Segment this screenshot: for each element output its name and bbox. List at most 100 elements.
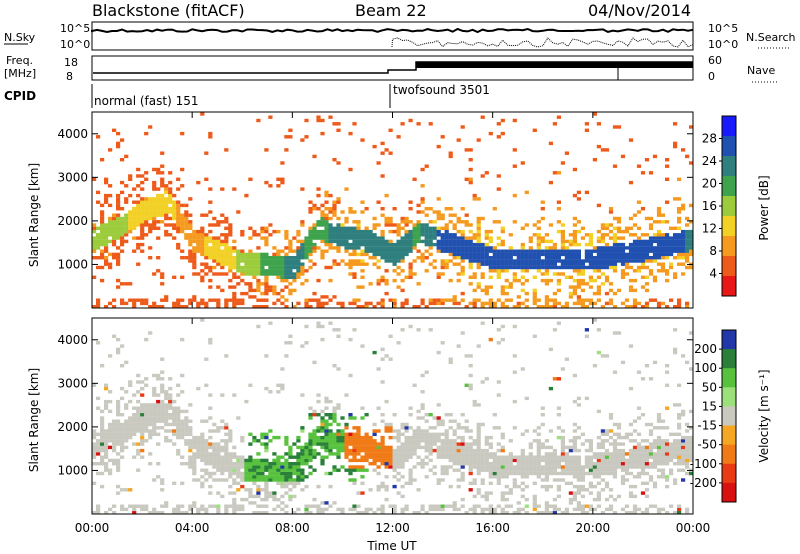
power-cell bbox=[376, 282, 381, 286]
velocity-cell bbox=[396, 341, 401, 345]
colorbar-tick-label: 15 bbox=[702, 399, 717, 413]
velocity-cell bbox=[196, 455, 201, 459]
velocity-cell bbox=[448, 452, 453, 456]
velocity-cell bbox=[380, 462, 385, 466]
power-cell bbox=[348, 229, 353, 234]
power-cell bbox=[380, 252, 385, 257]
power-cell bbox=[240, 301, 245, 306]
power-cell bbox=[116, 223, 121, 227]
power-cell bbox=[352, 252, 357, 257]
power-cell bbox=[440, 246, 445, 250]
velocity-cell bbox=[640, 439, 646, 443]
power-cell bbox=[208, 239, 213, 244]
velocity-cell bbox=[484, 448, 489, 453]
velocity-cell bbox=[420, 435, 425, 440]
velocity-cell bbox=[436, 455, 441, 459]
power-cell bbox=[180, 229, 185, 234]
velocity-cell bbox=[248, 475, 253, 479]
velocity-cell bbox=[260, 511, 265, 515]
velocity-cell bbox=[616, 422, 622, 427]
velocity-cell bbox=[320, 409, 325, 414]
colorbar-tick-label: 8 bbox=[709, 244, 717, 258]
power-cell bbox=[196, 242, 201, 247]
power-cell bbox=[404, 298, 409, 302]
power-cell bbox=[468, 246, 473, 250]
velocity-cell bbox=[532, 439, 537, 443]
velocity-cell bbox=[220, 439, 225, 443]
power-cell bbox=[164, 203, 169, 208]
velocity-cell bbox=[168, 377, 173, 381]
power-cell bbox=[376, 161, 381, 165]
velocity-cell bbox=[284, 504, 289, 508]
velocity-cell bbox=[160, 511, 165, 515]
power-cell bbox=[456, 249, 461, 253]
power-cell bbox=[673, 275, 678, 279]
velocity-cell bbox=[160, 390, 165, 394]
power-cell bbox=[440, 216, 445, 221]
power-cell bbox=[420, 184, 425, 188]
velocity-cell bbox=[316, 507, 321, 512]
power-cell bbox=[204, 265, 209, 270]
power-cell bbox=[416, 210, 421, 214]
power-cell bbox=[300, 269, 305, 273]
power-cell bbox=[120, 242, 125, 247]
power-cell bbox=[677, 305, 682, 309]
power-cell bbox=[324, 226, 329, 230]
velocity-cell bbox=[588, 462, 593, 466]
velocity-cell bbox=[480, 458, 485, 463]
power-cell bbox=[640, 275, 646, 279]
power-cell bbox=[336, 229, 341, 234]
power-cell bbox=[444, 233, 449, 237]
velocity-cell bbox=[120, 442, 125, 446]
power-cell bbox=[428, 246, 433, 250]
velocity-cell bbox=[116, 399, 121, 404]
power-cell bbox=[576, 252, 581, 257]
power-cell bbox=[192, 233, 197, 237]
power-cell bbox=[681, 242, 686, 247]
power-cell bbox=[460, 207, 465, 211]
velocity-cell bbox=[120, 426, 125, 430]
power-cell bbox=[116, 246, 121, 250]
velocity-cell bbox=[124, 390, 129, 394]
velocity-cell bbox=[480, 481, 485, 485]
velocity-cell bbox=[673, 511, 678, 515]
velocity-cell bbox=[500, 462, 505, 466]
velocity-cell bbox=[120, 413, 125, 417]
velocity-cell bbox=[176, 504, 181, 508]
velocity-cell bbox=[364, 455, 369, 459]
power-cell bbox=[372, 249, 377, 253]
power-cell bbox=[216, 252, 221, 257]
velocity-cell bbox=[480, 468, 485, 472]
velocity-cell bbox=[464, 511, 469, 515]
velocity-cell bbox=[172, 409, 177, 414]
power-cell bbox=[496, 135, 501, 139]
power-cell bbox=[552, 262, 557, 266]
power-cell bbox=[128, 193, 133, 198]
power-cell bbox=[628, 285, 634, 289]
power-cell bbox=[352, 233, 357, 237]
power-cell bbox=[140, 249, 145, 253]
power-cell bbox=[624, 262, 630, 266]
velocity-cell bbox=[616, 462, 622, 466]
power-cell bbox=[96, 242, 101, 247]
velocity-cell bbox=[156, 442, 161, 446]
power-cell bbox=[360, 252, 365, 257]
power-cell bbox=[104, 236, 109, 240]
velocity-cell bbox=[92, 442, 97, 446]
power-cell bbox=[216, 301, 221, 306]
power-cell bbox=[348, 246, 353, 250]
velocity-cell bbox=[300, 471, 305, 476]
velocity-cell bbox=[256, 484, 261, 489]
velocity-cell bbox=[460, 413, 465, 417]
velocity-cell bbox=[636, 465, 642, 469]
power-cell bbox=[204, 151, 209, 155]
power-cell bbox=[352, 262, 357, 266]
power-cell bbox=[116, 216, 121, 221]
velocity-cell bbox=[328, 321, 333, 325]
power-cell bbox=[164, 207, 169, 211]
power-cell bbox=[324, 193, 329, 198]
velocity-cell bbox=[108, 445, 113, 450]
velocity-cell bbox=[496, 481, 501, 485]
power-cell bbox=[528, 259, 533, 263]
velocity-cell bbox=[472, 458, 477, 463]
